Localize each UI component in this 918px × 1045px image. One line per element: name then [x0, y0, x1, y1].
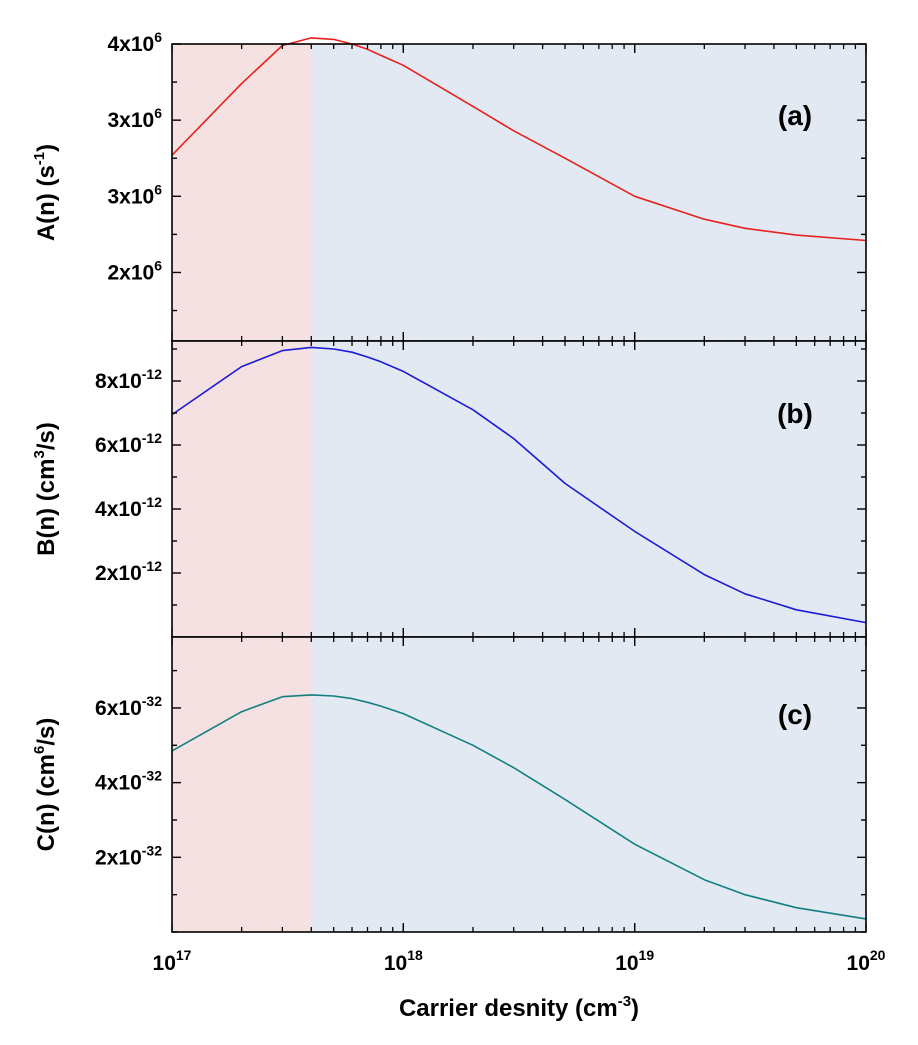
x-tick-label: 1020 [847, 947, 886, 975]
x-tick-exponent: 17 [176, 947, 192, 963]
shaded-region-high-density [311, 341, 866, 637]
panel-tag: (a) [778, 100, 812, 131]
y-tick-mantissa: 3x10 [107, 185, 154, 208]
panel-tag: (b) [777, 398, 813, 429]
panel-frame [171, 636, 867, 933]
shaded-region-high-density [311, 44, 866, 341]
y-axis-label: C(n) (cm6/s) [31, 718, 60, 852]
y-axis-label-close: /s) [33, 718, 60, 746]
y-tick-exponent: -12 [142, 366, 162, 382]
y-tick-mantissa: 2x10 [95, 562, 142, 585]
y-axis-label-close: ) [33, 144, 60, 152]
y-tick-label: 8x10-12 [95, 366, 162, 393]
y-tick-mantissa: 2x10 [107, 261, 154, 284]
x-axis-label-close: ) [631, 995, 639, 1022]
y-tick-mantissa: 4x10 [95, 772, 142, 795]
y-tick-exponent: -12 [142, 558, 162, 574]
x-axis-label: Carrier desnity (cm-3) [399, 993, 639, 1022]
x-tick-exponent: 20 [870, 947, 886, 963]
panel-tag: (c) [778, 699, 812, 730]
y-axis-label-exponent: 6 [31, 746, 48, 754]
shaded-region-high-density [311, 637, 866, 932]
y-tick-exponent: 6 [154, 257, 162, 273]
y-tick-label: 2x10-32 [95, 842, 162, 869]
y-tick-label: 2x106 [107, 257, 162, 284]
y-tick-mantissa: 6x10 [95, 697, 142, 720]
x-tick-base: 10 [384, 952, 407, 975]
y-tick-exponent: -32 [142, 768, 162, 784]
y-tick-exponent: -12 [142, 494, 162, 510]
series-line-3-1 [171, 694, 867, 920]
y-tick-exponent: 6 [154, 181, 162, 197]
series-line-2-1 [171, 346, 867, 624]
x-tick-label: 1019 [615, 947, 654, 975]
x-tick-base: 10 [847, 952, 870, 975]
y-tick-mantissa: 3x10 [107, 109, 154, 132]
y-tick-exponent: -12 [142, 430, 162, 446]
y-tick-label: 4x10-12 [95, 494, 162, 521]
x-axis-label-exponent: -3 [618, 993, 631, 1010]
shaded-region-low-density [172, 44, 312, 341]
y-tick-mantissa: 8x10 [95, 370, 142, 393]
x-tick-base: 10 [153, 952, 176, 975]
y-tick-exponent: 6 [154, 29, 162, 45]
y-axis-label-close: /s) [33, 422, 60, 450]
shaded-region-low-density [172, 637, 312, 932]
y-tick-label: 6x10-12 [95, 430, 162, 457]
y-tick-label: 3x106 [107, 181, 162, 208]
y-tick-label: 2x10-12 [95, 558, 162, 585]
shaded-region-low-density [172, 341, 312, 637]
y-tick-exponent: 6 [154, 105, 162, 121]
x-tick-base: 10 [615, 952, 638, 975]
y-axis-label-exponent: -1 [31, 152, 48, 165]
y-tick-label: 3x106 [107, 105, 162, 132]
y-tick-mantissa: 4x10 [95, 498, 142, 521]
x-tick-label: 1017 [153, 947, 192, 975]
y-axis-label-exponent: 3 [31, 450, 48, 458]
y-tick-mantissa: 2x10 [95, 846, 142, 869]
y-axis-label-main: C(n) (cm [33, 754, 60, 851]
y-tick-exponent: -32 [142, 842, 162, 858]
y-tick-label: 4x10-32 [95, 768, 162, 795]
y-axis-label: A(n) (s-1) [31, 144, 60, 241]
y-tick-label: 4x106 [107, 29, 162, 56]
y-tick-exponent: -32 [142, 693, 162, 709]
y-axis-label-main: B(n) (cm [33, 459, 60, 556]
x-tick-exponent: 18 [407, 947, 423, 963]
x-tick-exponent: 19 [639, 947, 655, 963]
y-axis-label: B(n) (cm3/s) [31, 422, 60, 556]
y-axis-label-main: A(n) (s [33, 165, 60, 241]
y-tick-mantissa: 6x10 [95, 434, 142, 457]
y-tick-label: 6x10-32 [95, 693, 162, 720]
x-tick-label: 1018 [384, 947, 423, 975]
x-axis-label-main: Carrier desnity (cm [399, 995, 618, 1022]
y-tick-mantissa: 4x10 [107, 33, 154, 56]
series-line-1-1 [171, 37, 867, 242]
